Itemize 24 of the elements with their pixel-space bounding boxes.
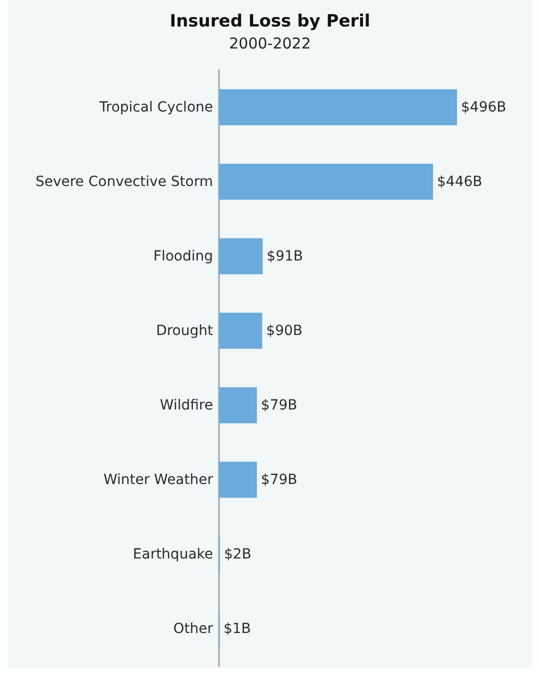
y-tick-label: Tropical Cyclone bbox=[98, 99, 213, 116]
chart-title: Insured Loss by Peril bbox=[170, 12, 370, 32]
y-tick-label: Earthquake bbox=[132, 546, 213, 562]
data-label: $79B bbox=[260, 472, 298, 488]
y-tick-label: Winter Weather bbox=[103, 472, 214, 488]
data-label: $79B bbox=[260, 397, 298, 414]
data-label: $90B bbox=[266, 322, 303, 339]
data-label: $91B bbox=[266, 248, 303, 264]
bar bbox=[219, 462, 257, 498]
data-label: $1B bbox=[223, 620, 251, 637]
chart-subtitle: 2000-2022 bbox=[229, 34, 311, 52]
y-tick-label: Flooding bbox=[153, 248, 213, 264]
bar bbox=[219, 387, 257, 424]
data-label: $2B bbox=[224, 546, 252, 562]
data-label: $446B bbox=[437, 174, 482, 190]
bar bbox=[219, 89, 457, 126]
y-tick-label: Wildfire bbox=[160, 397, 213, 414]
bar bbox=[219, 238, 263, 274]
bar bbox=[219, 164, 434, 200]
y-tick-label: Drought bbox=[156, 322, 214, 339]
bar bbox=[219, 312, 262, 349]
y-tick-label: Severe Convective Storm bbox=[35, 174, 213, 190]
data-label: $496B bbox=[461, 99, 506, 116]
y-tick-label: Other bbox=[173, 620, 214, 637]
